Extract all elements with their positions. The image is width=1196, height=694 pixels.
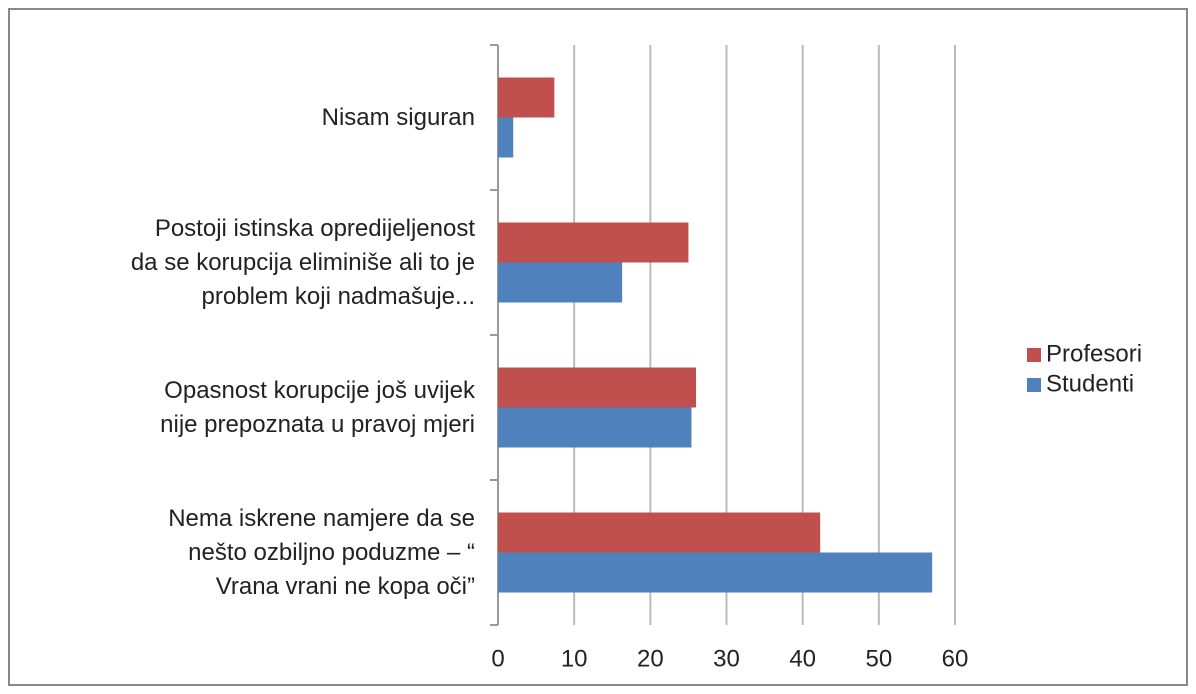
legend-swatch <box>1027 378 1041 392</box>
x-tick-label: 10 <box>561 645 588 672</box>
category-label: Nisam siguran <box>321 103 475 131</box>
legend-label: Profesori <box>1046 340 1142 367</box>
bar <box>498 367 697 408</box>
x-tick-label: 60 <box>942 645 969 672</box>
legend-swatch <box>1027 348 1041 362</box>
category-label: Nema iskrene namjere da se nešto ozbiljn… <box>168 504 475 600</box>
bar <box>498 407 692 448</box>
category-label: Postoji istinska opredijeljenost da se k… <box>130 214 475 310</box>
bar <box>498 77 555 118</box>
bar <box>498 222 689 263</box>
x-tick-label: 50 <box>865 645 892 672</box>
x-tick-label: 30 <box>713 645 740 672</box>
bar <box>498 512 821 553</box>
bar <box>498 262 623 303</box>
category-label: Opasnost korupcije još uvijek nije prepo… <box>160 376 475 438</box>
bar <box>498 117 514 158</box>
x-tick-label: 40 <box>789 645 816 672</box>
legend-label: Studenti <box>1046 370 1134 397</box>
x-tick-label: 0 <box>491 645 504 672</box>
bar <box>498 552 933 593</box>
x-tick-label: 20 <box>637 645 664 672</box>
